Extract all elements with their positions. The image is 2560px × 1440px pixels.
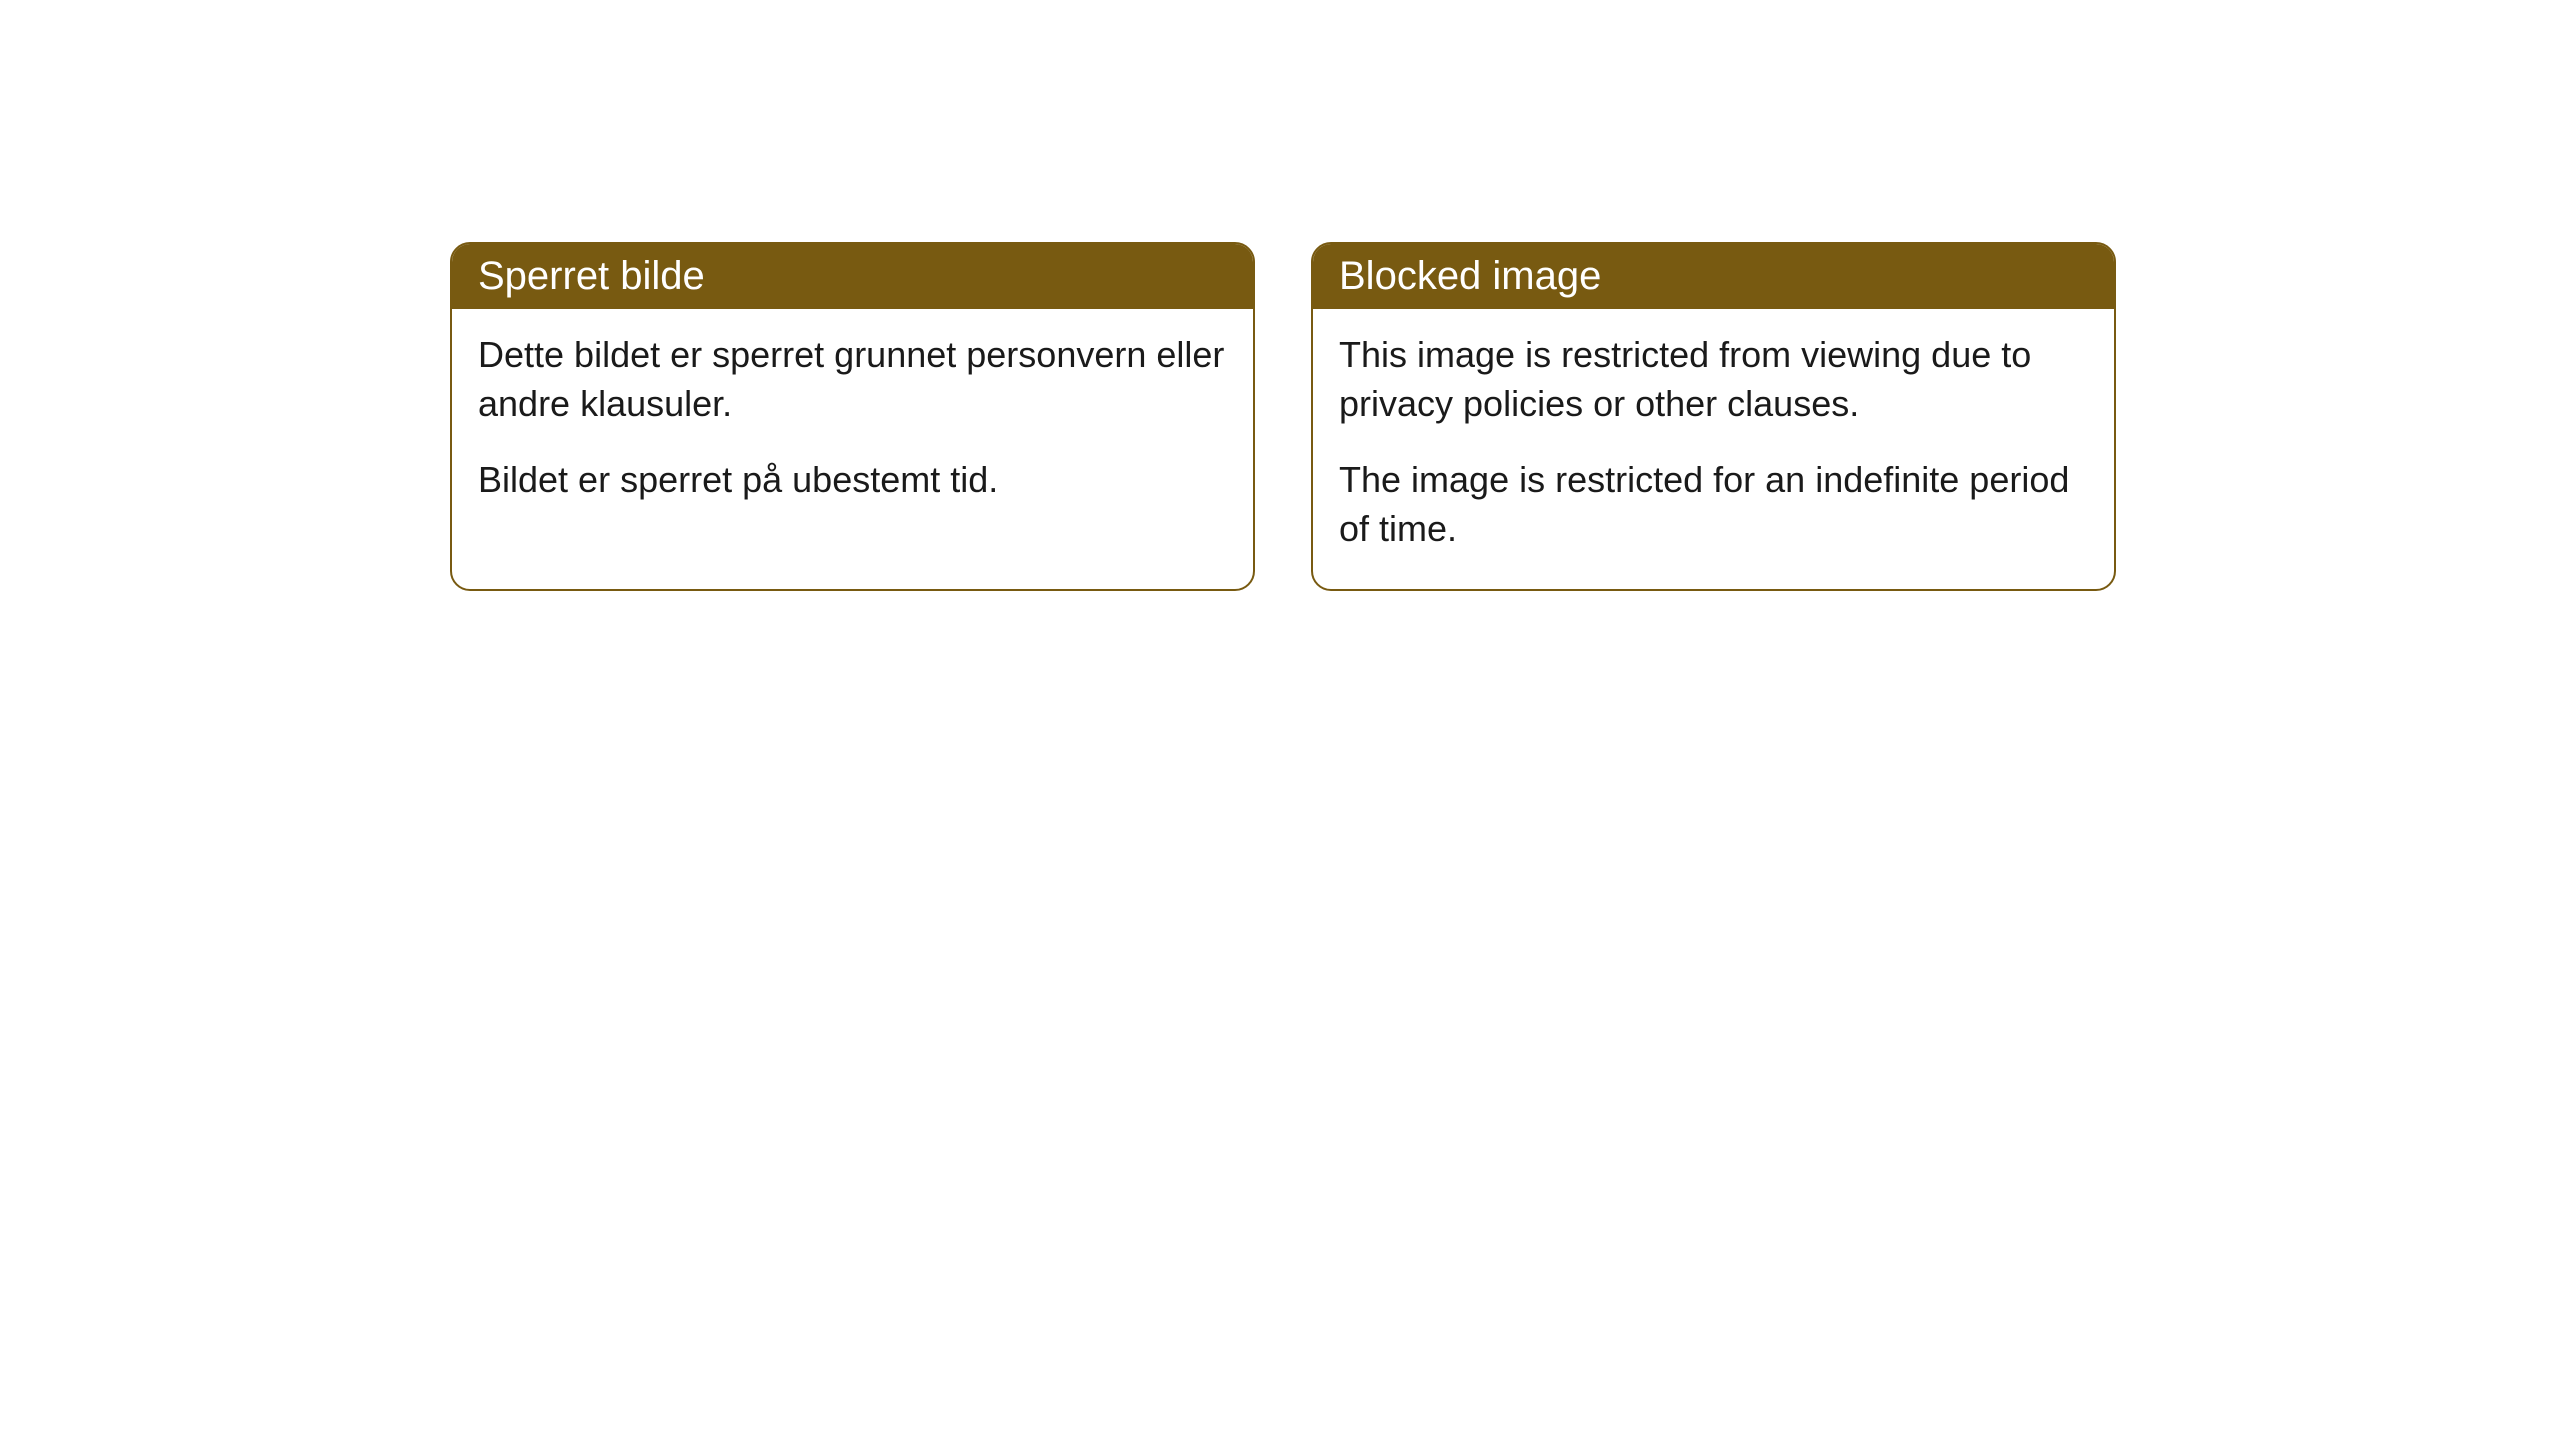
notice-card-norwegian: Sperret bilde Dette bildet er sperret gr… (450, 242, 1255, 591)
card-body-norwegian: Dette bildet er sperret grunnet personve… (452, 309, 1253, 541)
card-header-english: Blocked image (1313, 244, 2114, 309)
notice-cards-container: Sperret bilde Dette bildet er sperret gr… (450, 242, 2116, 591)
card-paragraph: This image is restricted from viewing du… (1339, 331, 2088, 428)
card-paragraph: The image is restricted for an indefinit… (1339, 456, 2088, 553)
card-paragraph: Bildet er sperret på ubestemt tid. (478, 456, 1227, 505)
notice-card-english: Blocked image This image is restricted f… (1311, 242, 2116, 591)
card-body-english: This image is restricted from viewing du… (1313, 309, 2114, 589)
card-title: Blocked image (1339, 254, 1601, 298)
card-header-norwegian: Sperret bilde (452, 244, 1253, 309)
card-title: Sperret bilde (478, 254, 705, 298)
card-paragraph: Dette bildet er sperret grunnet personve… (478, 331, 1227, 428)
